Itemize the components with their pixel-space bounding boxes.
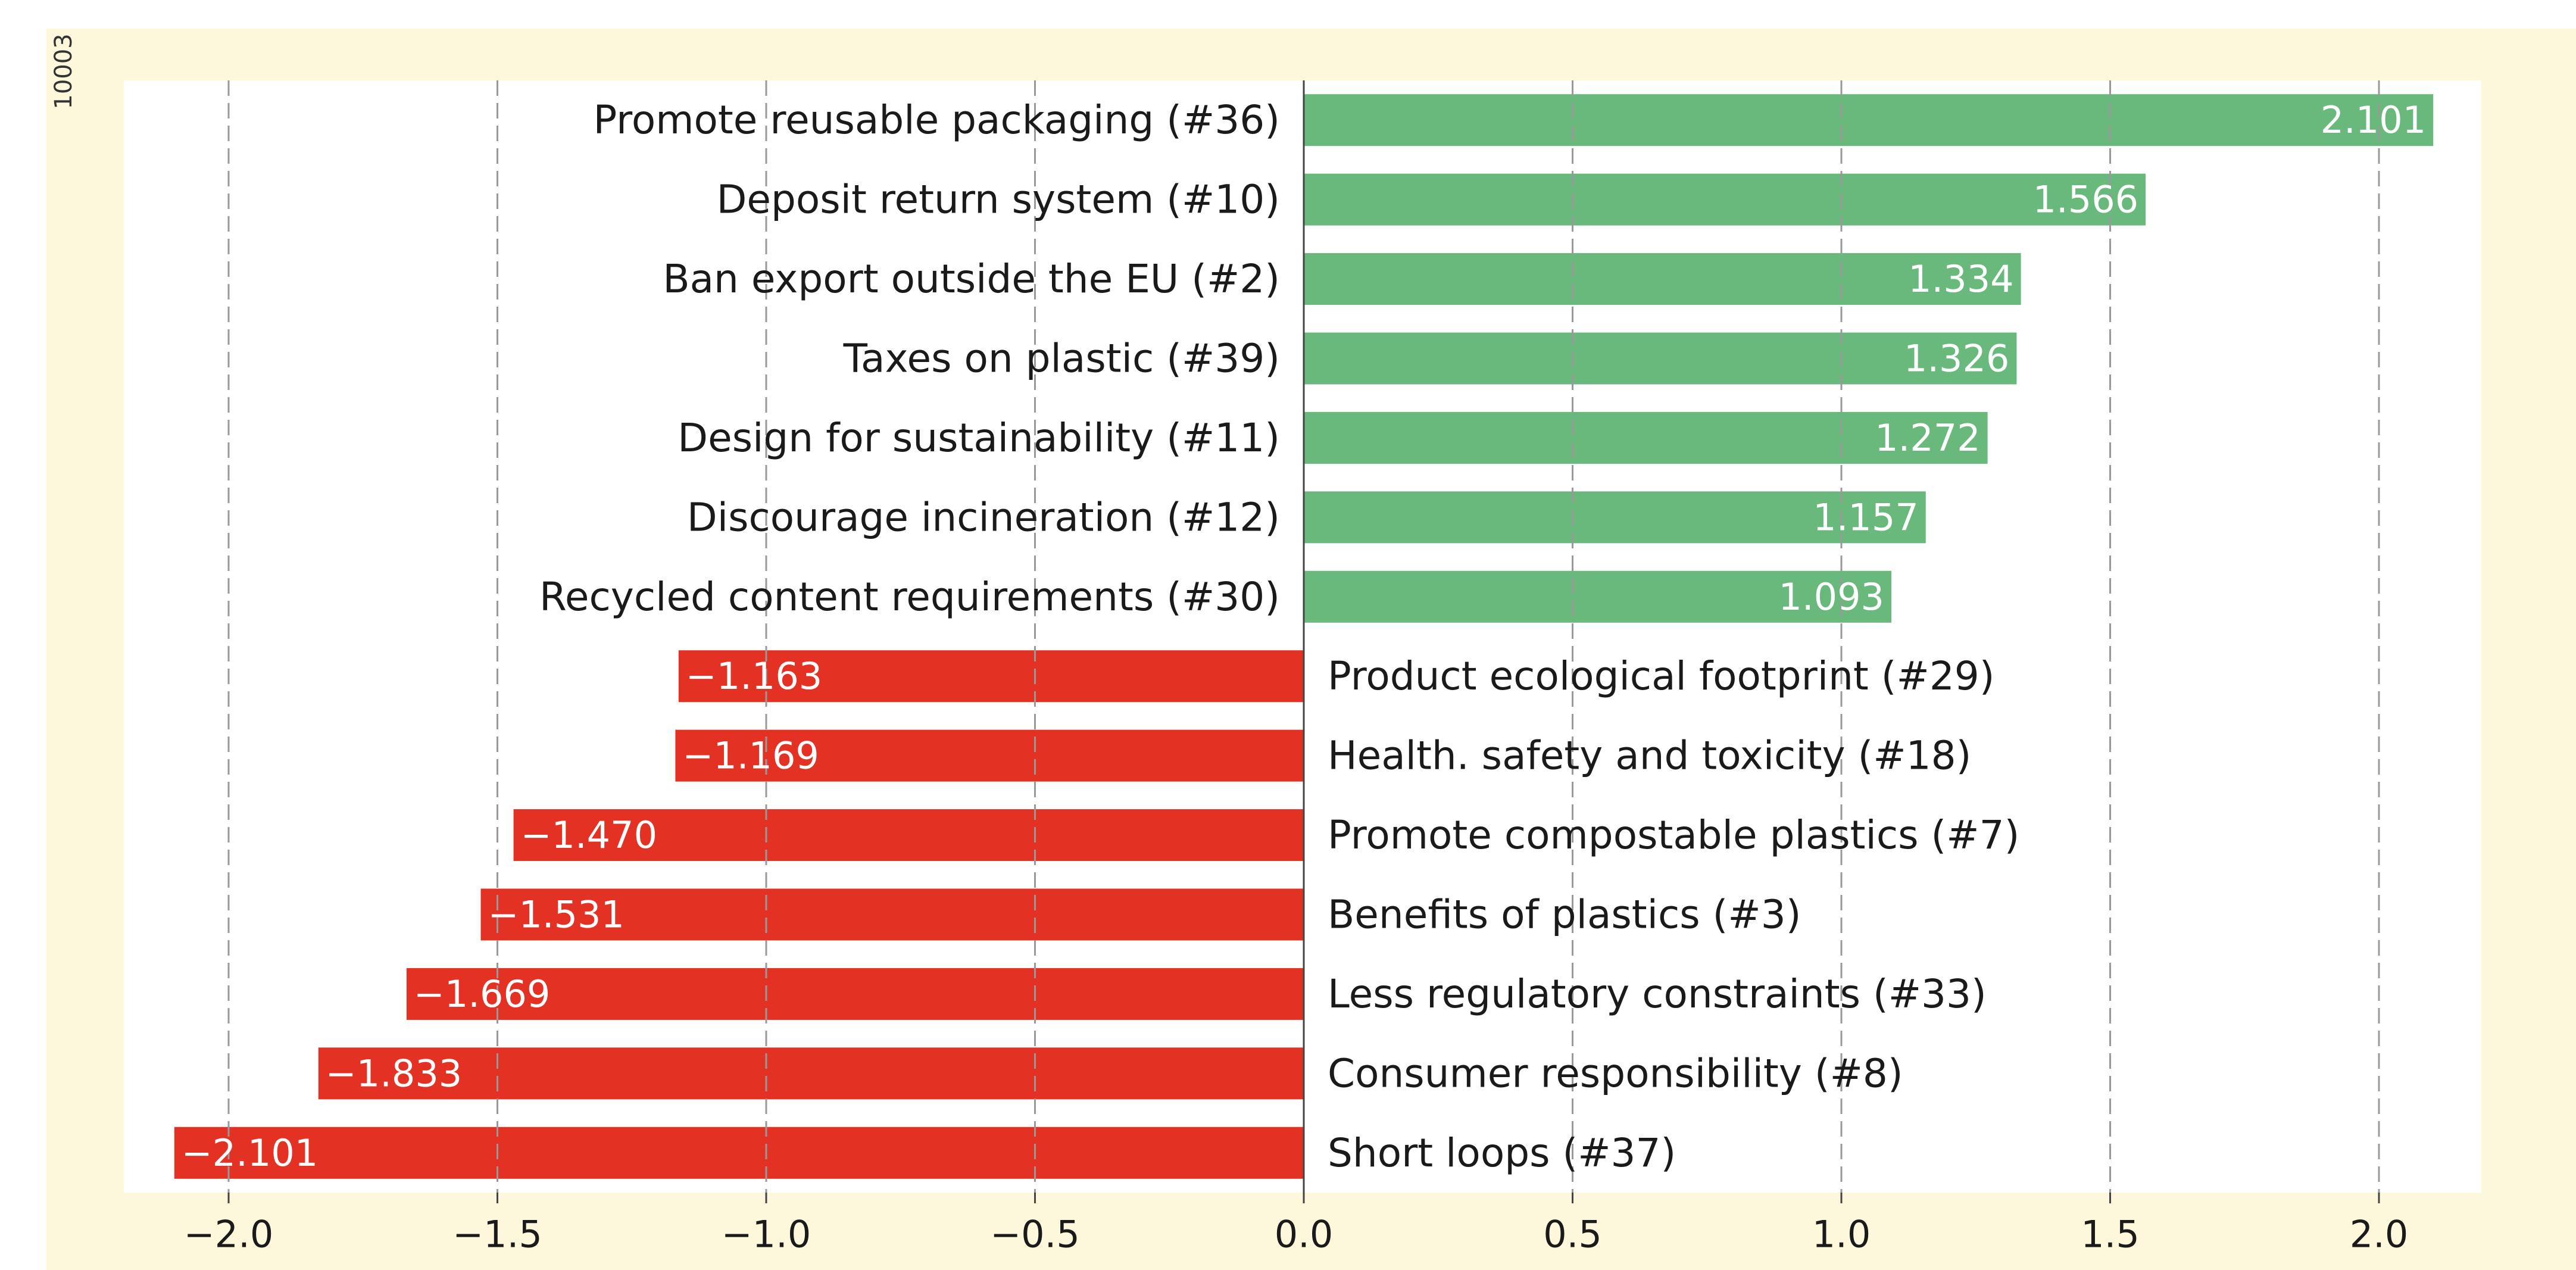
category-label: Design for sustainability (#11) [677,415,1280,461]
x-tick-label: −0.5 [990,1213,1080,1256]
value-label: 1.272 [1875,416,1981,460]
bar [1304,173,2146,226]
value-label: 1.157 [1813,495,1919,539]
category-label: Ban export outside the EU (#2) [663,256,1280,302]
x-tick-label: 2.0 [2350,1213,2409,1256]
category-label: Consumer responsibility (#8) [1328,1050,1903,1096]
bar [675,729,1304,782]
bar [406,968,1304,1020]
category-label: Benefits of plastics (#3) [1328,892,1801,938]
category-label: Product ecological footprint (#29) [1328,653,1995,699]
x-tick-label: 0.5 [1543,1213,1602,1256]
category-label: Less regulatory constraints (#33) [1328,971,1987,1017]
category-label: Recycled content requirements (#30) [539,574,1280,620]
bar [480,888,1304,941]
x-tick-label: 1.5 [2081,1213,2140,1256]
bar [318,1047,1304,1100]
x-tick-label: 0.0 [1275,1213,1334,1256]
category-label: Short loops (#37) [1328,1130,1676,1176]
x-tick-label: −2.0 [184,1213,274,1256]
bar [1304,332,2017,385]
bar [513,809,1304,862]
category-label: Deposit return system (#10) [717,177,1280,223]
bar [1304,570,1891,623]
x-tick-label: −1.5 [452,1213,542,1256]
bar [1304,94,2434,146]
value-label: 1.566 [2033,178,2139,221]
category-label: Health. safety and toxicity (#18) [1328,733,1971,779]
category-label: Discourage incineration (#12) [687,494,1280,540]
value-label: −1.833 [326,1051,462,1095]
category-label: Promote compostable plastics (#7) [1328,812,2019,858]
value-label: −1.169 [682,734,819,778]
value-label: −1.669 [414,972,550,1016]
bar [1304,411,1988,464]
category-label: Taxes on plastic (#39) [843,336,1280,382]
value-label: 1.334 [1908,257,2014,301]
value-label: −1.163 [686,654,822,698]
bar [1304,253,2021,305]
category-label: Promote reusable packaging (#36) [594,97,1280,143]
value-label: 2.101 [2321,98,2427,142]
bar [174,1127,1304,1179]
value-label: 1.093 [1778,575,1884,619]
plot-area [124,80,2481,1193]
bar [678,650,1304,703]
x-tick-label: −1.0 [722,1213,811,1256]
value-label: −1.470 [521,813,657,857]
x-tick-label: 1.0 [1812,1213,1871,1256]
value-label: 1.326 [1904,337,2010,380]
value-label: −1.531 [488,893,625,937]
bar [1304,491,1926,544]
value-label: −2.101 [182,1131,318,1175]
